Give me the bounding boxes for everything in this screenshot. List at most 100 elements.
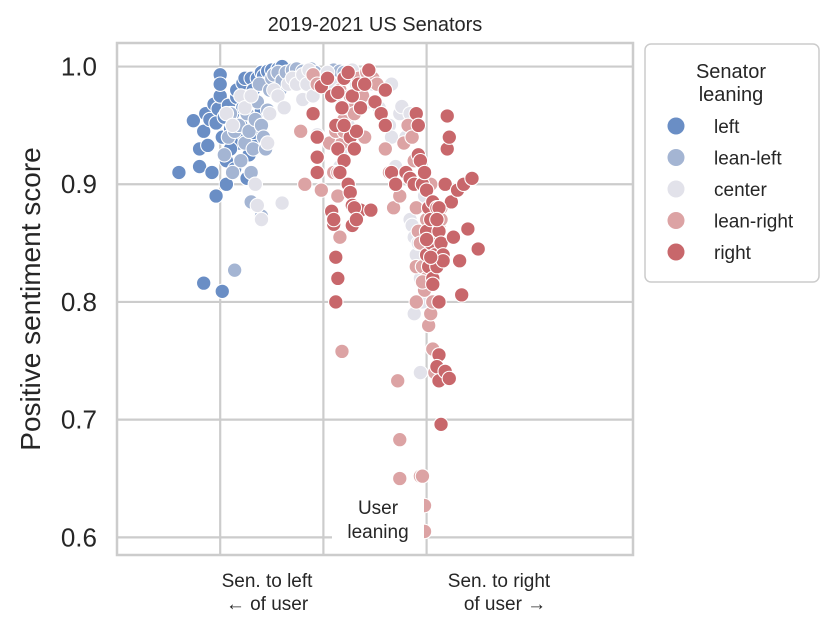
- y-tick-labels: 0.6 0.7 0.8 0.9 1.0: [61, 52, 97, 553]
- point-right: [453, 287, 470, 303]
- point-right: [433, 416, 449, 433]
- y-tick-label: 0.7: [61, 405, 97, 435]
- user-leaning-label-line1: User: [358, 498, 399, 519]
- point-right: [377, 117, 394, 134]
- point-center: [261, 105, 278, 122]
- point-right: [332, 164, 348, 181]
- grid-lines: [117, 43, 633, 555]
- point-center: [259, 135, 276, 151]
- legend: Senator leaning left lean-left center lean-…: [644, 43, 820, 283]
- point-right: [439, 108, 455, 124]
- scatter-points: [171, 58, 486, 540]
- point-lean-right: [292, 123, 309, 140]
- point-lean-left: [224, 164, 241, 181]
- point-lean-left: [226, 262, 243, 278]
- y-axis-label: Positive sentiment score: [15, 147, 46, 450]
- point-right: [342, 184, 358, 201]
- legend-marker-lean-left: [666, 148, 686, 167]
- point-right: [309, 129, 325, 145]
- point-lean-right: [389, 373, 406, 389]
- plot-area: 0.6 0.7 0.8 0.9 1.0: [61, 41, 635, 557]
- legend-entries: left lean-left center lean-right right: [666, 116, 794, 264]
- point-right: [319, 70, 336, 87]
- point-right: [348, 211, 365, 228]
- point-lean-right: [332, 229, 348, 245]
- point-center: [274, 195, 290, 211]
- point-right: [377, 82, 394, 98]
- point-right: [305, 105, 321, 122]
- point-right: [309, 164, 325, 181]
- legend-label-lean-left: lean-left: [714, 149, 782, 170]
- legend-marker-center: [666, 179, 686, 199]
- point-right: [334, 99, 350, 116]
- point-left: [214, 283, 231, 300]
- point-right: [460, 221, 476, 237]
- point-right: [464, 170, 480, 187]
- point-left: [204, 164, 220, 181]
- point-center: [412, 364, 429, 381]
- legend-label-center: center: [714, 180, 767, 201]
- point-right: [431, 294, 447, 310]
- point-lean-right: [334, 343, 350, 360]
- point-left: [171, 164, 187, 181]
- legend-label-right: right: [714, 243, 752, 264]
- point-right: [309, 149, 325, 165]
- point-lean-right: [377, 141, 394, 157]
- point-right: [340, 64, 356, 81]
- point-right: [470, 241, 486, 257]
- axes-frame: [115, 41, 635, 557]
- point-right: [352, 99, 369, 116]
- legend-marker-right: [666, 242, 686, 262]
- y-tick-label: 1.0: [61, 52, 97, 82]
- point-right: [328, 294, 344, 310]
- point-right: [363, 202, 379, 218]
- point-right: [361, 62, 377, 78]
- user-leaning-label-line2: leaning: [347, 522, 408, 543]
- point-center: [253, 211, 270, 228]
- point-left: [212, 76, 228, 92]
- point-lean-right: [414, 468, 431, 484]
- point-lean-right: [392, 431, 408, 448]
- point-lean-left: [233, 152, 249, 169]
- point-center: [276, 99, 292, 116]
- point-lean-right: [313, 182, 330, 198]
- point-lean-left: [216, 147, 233, 163]
- point-lean-right: [392, 470, 408, 487]
- point-lean-right: [408, 294, 425, 310]
- point-right: [325, 211, 342, 228]
- point-right: [356, 76, 373, 92]
- legend-label-left: left: [714, 117, 740, 138]
- y-tick-label: 0.8: [61, 287, 97, 317]
- point-right: [429, 211, 445, 228]
- point-center: [247, 176, 264, 192]
- point-right: [422, 249, 439, 265]
- point-right: [437, 176, 453, 192]
- point-lean-right: [297, 176, 313, 192]
- point-right: [441, 129, 458, 145]
- right-of-user-label-line1: Sen. to right: [448, 571, 551, 592]
- legend-title-line2: leaning: [699, 84, 764, 106]
- point-right: [441, 370, 458, 387]
- point-left: [185, 112, 202, 129]
- point-right: [387, 176, 404, 192]
- legend-label-lean-right: lean-right: [714, 212, 794, 233]
- point-right: [336, 117, 352, 134]
- user-leaning-label-bg: [332, 494, 424, 544]
- point-right: [410, 117, 427, 134]
- point-left: [191, 158, 208, 175]
- point-left: [195, 275, 212, 291]
- point-right: [418, 231, 435, 248]
- point-right: [330, 84, 346, 101]
- point-right: [328, 249, 344, 265]
- legend-marker-left: [666, 116, 686, 136]
- chart-title: 2019-2021 US Senators: [268, 14, 483, 36]
- left-of-user-label-line2: ← of user: [226, 594, 309, 615]
- point-right: [416, 164, 433, 181]
- point-right: [445, 229, 462, 245]
- legend-marker-lean-right: [666, 211, 686, 230]
- point-center: [249, 197, 266, 214]
- point-left: [200, 137, 216, 154]
- y-tick-label: 0.6: [61, 522, 97, 552]
- right-of-user-label-line2: of user →: [464, 594, 546, 615]
